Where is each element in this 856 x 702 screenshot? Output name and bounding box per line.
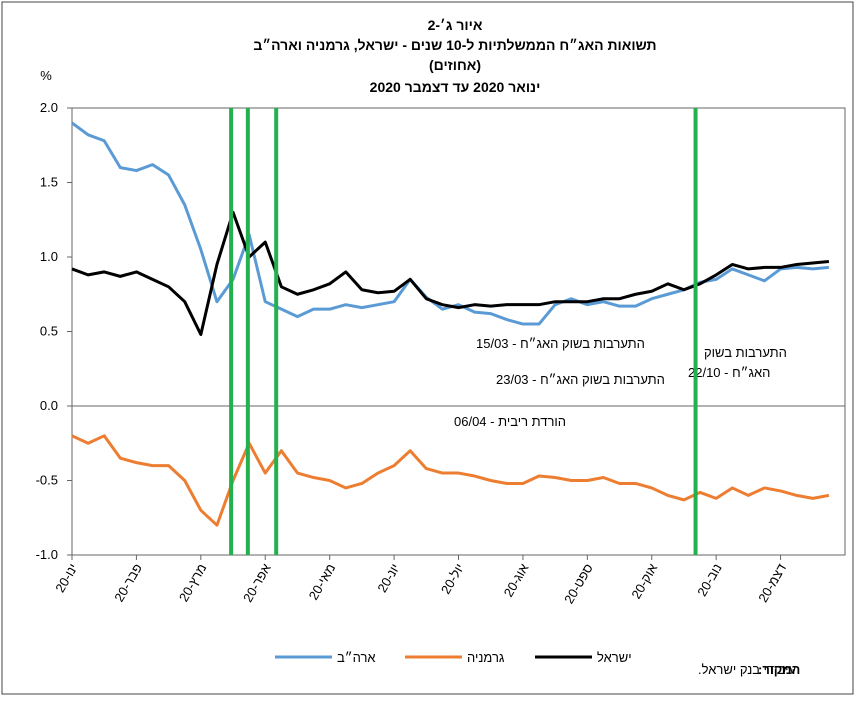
source-text: עיבודי בנק ישראל.	[698, 662, 796, 677]
annotation: האג״ח - 22/10	[688, 365, 770, 380]
x-tick-label: יונ-20	[374, 561, 402, 595]
legend-label: ישראל	[597, 650, 632, 665]
x-tick-label: אוג-20	[501, 561, 532, 600]
x-tick-label: דצמ-20	[755, 561, 789, 605]
legend-label: גרמניה	[467, 650, 505, 665]
annotation: התערבות בשוק האג״ח - 23/03	[496, 372, 665, 387]
x-tick-label: יול-20	[438, 561, 467, 597]
y-tick-label: 2.0	[40, 100, 58, 115]
x-tick-label: אפר-20	[240, 561, 274, 605]
chart-period: ינואר 2020 עד דצמבר 2020	[370, 79, 541, 95]
chart-subtitle: (אחוזים)	[429, 57, 481, 73]
x-tick-label: מאי-20	[306, 561, 339, 603]
y-tick-label: 1.0	[40, 249, 58, 264]
x-tick-label: פבר-20	[111, 561, 145, 604]
annotation: התערבות בשוק	[704, 345, 787, 360]
annotation: התערבות בשוק האג״ח - 15/03	[476, 336, 645, 351]
y-tick-label: 0.0	[40, 398, 58, 413]
legend-label: ארה״ב	[337, 650, 376, 665]
series-line	[71, 434, 830, 527]
series-line	[71, 121, 830, 326]
y-tick-label: 1.5	[40, 175, 58, 190]
x-tick-label: נוב-20	[694, 561, 724, 599]
annotation: הורדת ריבית - 06/04	[454, 414, 566, 429]
x-tick-label: אוק-20	[628, 561, 660, 601]
series-line	[71, 210, 830, 336]
x-tick-label: ינו-20	[52, 561, 80, 595]
source-label: המקור:	[758, 662, 800, 677]
x-tick-label: ספט-20	[561, 561, 596, 606]
y-tick-label: -0.5	[36, 473, 58, 488]
x-tick-label: מרץ-20	[176, 561, 210, 604]
chart-title: איור ג׳-2	[428, 17, 483, 33]
chart-subtitle: תשואות האג״ח הממשלתיות ל-10 שנים - ישראל…	[253, 37, 656, 53]
y-unit: %	[40, 68, 52, 83]
y-tick-label: -1.0	[36, 547, 58, 562]
y-tick-label: 0.5	[40, 324, 58, 339]
